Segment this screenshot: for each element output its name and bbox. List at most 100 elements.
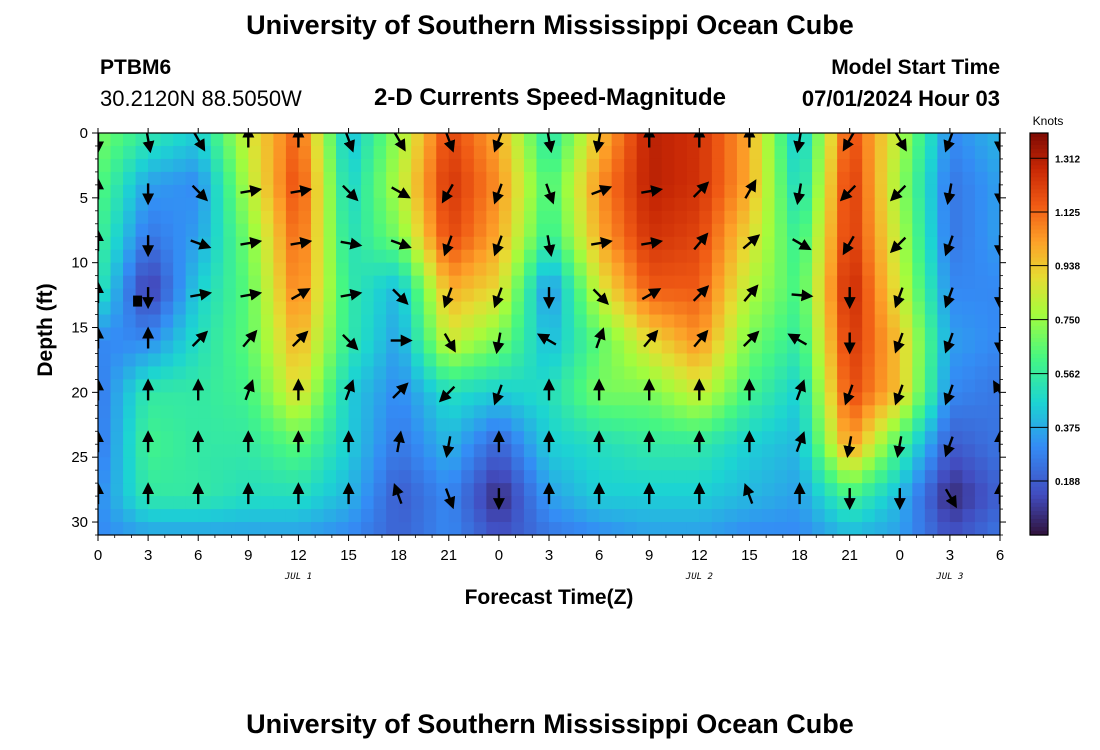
heat-cell: [887, 496, 901, 510]
heat-cell: [223, 431, 237, 445]
current-arrow: [438, 385, 456, 403]
heat-cell: [323, 496, 337, 510]
current-arrow: [843, 436, 856, 459]
heat-cell: [974, 301, 989, 316]
heat-cell: [711, 158, 725, 173]
heat-cell: [724, 145, 738, 160]
heat-cell: [273, 288, 287, 303]
colorbar-segment: [1030, 450, 1048, 456]
heat-cell: [849, 353, 863, 368]
heat-cell: [123, 496, 137, 510]
heat-cell: [749, 444, 763, 458]
heat-cell: [235, 418, 249, 432]
heat-cell: [486, 366, 500, 380]
heat-cell: [937, 366, 951, 380]
heat-cell: [636, 262, 650, 277]
heat-cell: [373, 314, 387, 329]
heat-cell: [498, 444, 513, 458]
heat-cell: [887, 353, 901, 368]
heat-cell: [974, 314, 989, 329]
heat-cell: [110, 236, 124, 251]
heat-cell: [887, 301, 901, 316]
heat-cell: [937, 327, 951, 342]
heat-cell: [874, 457, 888, 471]
colorbar-segment: [1030, 378, 1048, 383]
heat-cell: [511, 483, 525, 497]
heat-cell: [185, 457, 199, 471]
heat-cell: [235, 133, 249, 147]
heat-cell: [361, 340, 375, 355]
heat-cell: [812, 184, 826, 199]
colorbar-segment: [1030, 406, 1048, 411]
heat-cell: [523, 197, 538, 212]
heat-cell: [862, 171, 876, 186]
colorbar-segment: [1030, 189, 1048, 194]
heat-cell: [336, 509, 350, 523]
heat-cell: [110, 197, 124, 212]
heat-cell: [862, 184, 876, 199]
current-arrow: [943, 436, 955, 458]
heat-cell: [987, 353, 1000, 368]
heat-cell: [674, 509, 688, 523]
heat-cell: [285, 509, 300, 523]
heat-cell: [486, 223, 500, 238]
heat-cell: [273, 249, 287, 264]
heat-cell: [235, 158, 249, 173]
heat-cell: [148, 392, 162, 406]
heat-cell: [962, 236, 976, 251]
heat-cell: [148, 301, 162, 316]
heat-cell: [523, 366, 538, 380]
heat-cell: [185, 496, 199, 510]
heat-cell: [724, 210, 738, 225]
heat-cell: [498, 379, 513, 393]
heat-cell: [862, 496, 876, 510]
heat-cell: [135, 366, 149, 380]
heat-cell: [323, 184, 337, 199]
heat-cell: [411, 133, 425, 147]
heat-cell: [348, 444, 362, 458]
heat-cell: [448, 444, 462, 458]
heat-cell: [837, 171, 851, 186]
current-arrow: [536, 333, 557, 346]
heat-cell: [899, 197, 913, 212]
heat-cell: [361, 327, 375, 342]
heat-cell: [411, 470, 425, 484]
heat-cell: [260, 236, 274, 251]
heat-cell: [386, 509, 400, 523]
heat-cell: [624, 340, 638, 355]
heat-cell: [323, 327, 337, 342]
heat-cell: [523, 470, 538, 484]
heat-cell: [361, 483, 375, 497]
heat-cell: [373, 301, 387, 316]
heat-cell: [611, 457, 625, 471]
heat-cell: [599, 418, 613, 432]
heat-cell: [523, 392, 538, 406]
heat-cell: [223, 249, 237, 264]
heat-cell: [937, 171, 951, 186]
heat-cell: [561, 223, 575, 238]
heat-cell: [348, 431, 362, 445]
heat-cell: [924, 236, 938, 251]
colorbar-segment: [1030, 293, 1048, 299]
heat-cell: [173, 392, 187, 406]
heat-cell: [160, 223, 174, 238]
heat-cell: [473, 353, 487, 368]
heat-cell: [561, 210, 575, 225]
heat-cell: [661, 392, 675, 406]
heat-cell: [185, 444, 199, 458]
heat-cell: [686, 145, 700, 160]
heat-cell: [323, 223, 337, 238]
colorbar-segment: [1030, 165, 1048, 170]
heat-cell: [624, 236, 638, 251]
heat-cell: [173, 262, 187, 277]
heat-cell: [599, 210, 613, 225]
heat-cell: [498, 210, 513, 225]
heat-cell: [436, 236, 450, 251]
heat-cell: [310, 314, 325, 329]
colorbar-segment: [1030, 169, 1048, 174]
heat-cell: [361, 210, 375, 225]
colorbar-segment: [1030, 257, 1048, 263]
station-id: PTBM6: [100, 56, 172, 79]
heat-cell: [924, 392, 938, 406]
heat-cell: [974, 457, 989, 471]
